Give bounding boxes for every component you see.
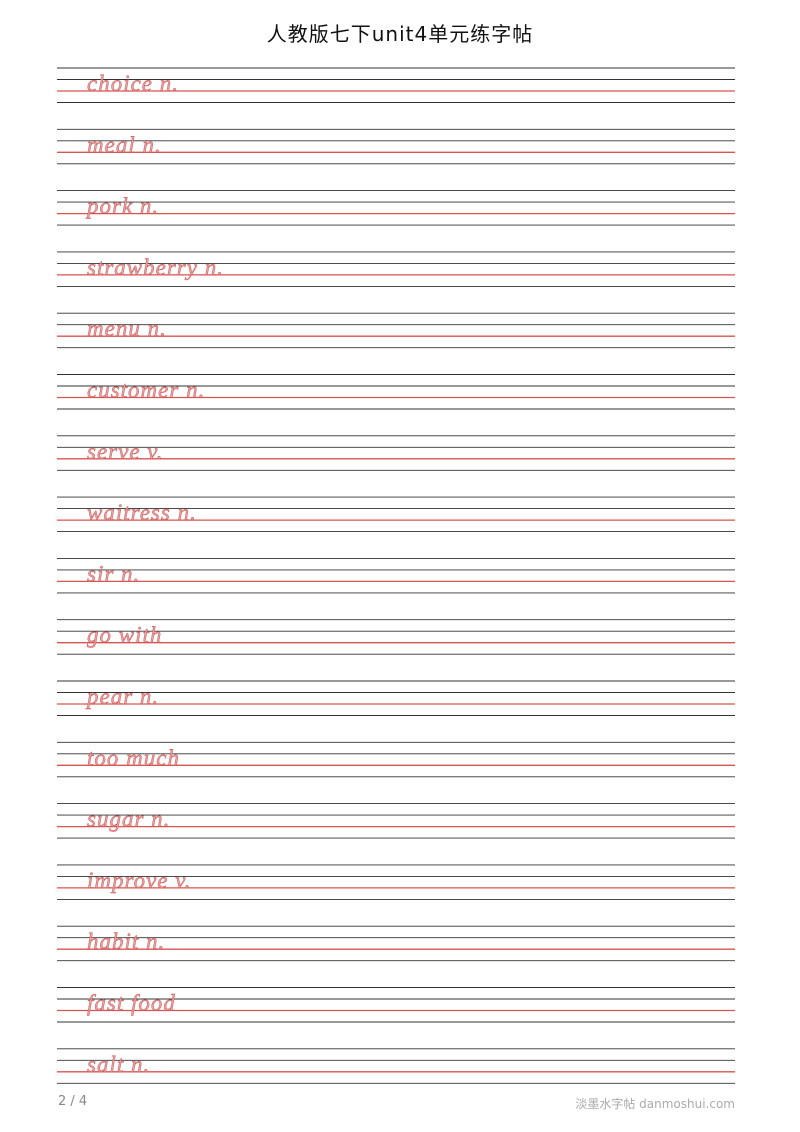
practice-row: habit n. xyxy=(57,925,735,962)
trace-word: waitress n. xyxy=(87,500,197,525)
practice-row: meal n. xyxy=(57,128,735,165)
trace-word: pear n. xyxy=(85,684,159,709)
trace-word: improve v. xyxy=(87,868,192,893)
practice-row: choice n. xyxy=(57,67,735,103)
trace-word: too much xyxy=(87,745,180,770)
trace-word: choice n. xyxy=(87,71,179,96)
trace-word: customer n. xyxy=(87,378,205,403)
practice-row: customer n. xyxy=(57,374,735,410)
practice-row: menu n. xyxy=(57,312,735,349)
practice-row: improve v. xyxy=(57,864,735,900)
trace-word: sir n. xyxy=(87,561,140,586)
trace-word: strawberry n. xyxy=(87,255,224,280)
trace-word: go with xyxy=(87,623,162,648)
practice-row: fast food xyxy=(57,987,735,1023)
trace-word: salt n. xyxy=(87,1052,150,1077)
trace-word: fast food xyxy=(87,991,176,1016)
trace-word: pork n. xyxy=(85,194,159,219)
practice-row: waitress n. xyxy=(57,496,735,533)
practice-row: sugar n. xyxy=(57,803,735,839)
brand: 淡墨水字帖 danmoshui.com xyxy=(575,1097,735,1111)
trace-word: habit n. xyxy=(87,929,165,954)
page-title: 人教版七下unit4单元练字帖 xyxy=(266,22,534,46)
practice-row: sir n. xyxy=(57,557,735,594)
practice-row: serve v. xyxy=(57,435,735,471)
practice-row: too much xyxy=(57,741,735,778)
practice-row: pear n. xyxy=(57,680,735,716)
trace-word: sugar n. xyxy=(87,807,170,832)
trace-word: serve v. xyxy=(87,439,164,464)
practice-row: salt n. xyxy=(57,1048,735,1084)
practice-row: strawberry n. xyxy=(57,251,735,287)
practice-row: pork n. xyxy=(57,190,735,226)
practice-row: go with xyxy=(57,619,735,655)
trace-word: menu n. xyxy=(87,316,167,341)
page-number: 2 / 4 xyxy=(58,1094,88,1109)
trace-word: meal n. xyxy=(87,132,162,157)
